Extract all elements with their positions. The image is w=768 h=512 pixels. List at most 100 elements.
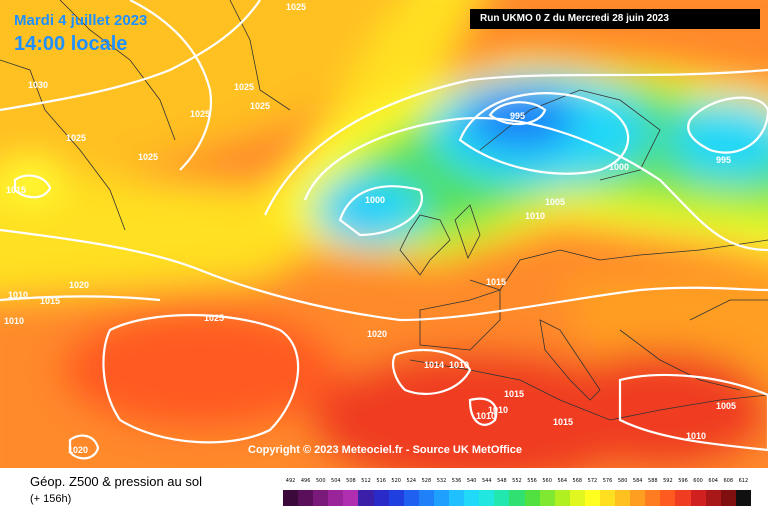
forecast-date: Mardi 4 juillet 2023 <box>14 12 148 29</box>
legend-value: 500 <box>315 478 326 484</box>
legend-swatch <box>690 490 706 506</box>
legend-swatch <box>539 490 555 506</box>
isobar-label: 1020 <box>68 445 89 455</box>
isobar-label: 1010 <box>488 405 509 415</box>
isobar-label: 1010 <box>4 316 25 326</box>
forecast-lead-time: (+ 156h) <box>30 493 72 505</box>
isobar-label: 1000 <box>365 195 386 205</box>
isobar-label: 1010 <box>525 211 546 221</box>
legend-value: 528 <box>421 478 432 484</box>
legend-value: 520 <box>391 478 401 484</box>
legend-swatch <box>418 490 434 506</box>
legend-swatch <box>599 490 616 506</box>
legend-value: 548 <box>497 478 507 484</box>
copyright-notice: Copyright © 2023 Meteociel.fr - Source U… <box>248 444 522 456</box>
isobar-label: 1005 <box>545 197 566 207</box>
isobar-label: 1020 <box>367 329 388 339</box>
isobar-label: 1010 <box>8 290 29 300</box>
legend-value: 608 <box>723 478 734 484</box>
isobars <box>0 0 768 458</box>
isobar-label: 1025 <box>204 313 225 323</box>
legend-value: 540 <box>466 478 477 484</box>
legend-swatch <box>494 490 510 506</box>
legend-swatch <box>720 490 736 506</box>
isobar-label: 1000 <box>609 162 630 172</box>
isobar-label: 1025 <box>190 109 211 119</box>
run-info: Run UKMO 0 Z du Mercredi 28 juin 2023 <box>470 9 760 29</box>
legend-value: 544 <box>481 478 492 484</box>
legend-value: 552 <box>512 478 522 484</box>
isobar-label: 1025 <box>234 82 255 92</box>
legend-swatch <box>630 490 646 506</box>
legend-swatch <box>433 490 450 506</box>
legend-value: 588 <box>648 478 658 484</box>
isobar-label: 1015 <box>486 277 507 287</box>
legend-value: 596 <box>678 478 688 484</box>
isobar-label: 1014 <box>424 360 445 370</box>
legend-value: 564 <box>557 478 567 484</box>
legend-swatch <box>479 490 495 506</box>
legend-value: 504 <box>331 478 341 484</box>
legend-swatch <box>343 490 359 506</box>
isobar-label: 1025 <box>138 152 159 162</box>
geopotential-field <box>0 0 768 468</box>
legend-value: 532 <box>436 478 447 484</box>
forecast-map <box>0 0 768 468</box>
legend-labels: 492 496 500 504 508 512 516 520 524 528 532 536 540 5… <box>283 478 751 488</box>
isobar-label: 1015 <box>553 417 574 427</box>
isobar-label: 995 <box>510 111 526 121</box>
legend-swatch <box>615 490 631 506</box>
legend-value: 612 <box>738 478 749 484</box>
legend-value: 492 <box>285 478 296 484</box>
isobar-label: 1010 <box>686 431 707 441</box>
coastlines <box>0 0 768 421</box>
legend-value: 592 <box>663 478 673 484</box>
legend-value: 572 <box>587 478 598 484</box>
isobar-label: 1005 <box>716 401 737 411</box>
legend-value: 600 <box>693 478 703 484</box>
legend-value: 604 <box>708 478 718 484</box>
legend-value: 536 <box>451 478 462 484</box>
product-title: Géop. Z500 & pression au sol <box>30 474 202 489</box>
legend-swatch <box>660 490 676 506</box>
footer-bar: Géop. Z500 & pression au sol (+ 156h) 49… <box>0 468 768 512</box>
isobar-label: 1015 <box>504 389 525 399</box>
isobar-label: 995 <box>716 155 732 165</box>
legend-swatches <box>283 490 751 506</box>
legend-value: 516 <box>376 478 386 484</box>
legend-value: 576 <box>602 478 613 484</box>
legend-swatch <box>388 490 404 506</box>
legend-swatch <box>524 490 540 506</box>
legend-value: 560 <box>542 478 552 484</box>
legend-swatch <box>464 490 480 506</box>
isobar-label: 1015 <box>40 296 61 306</box>
isobar-label: 1025 <box>286 2 307 12</box>
legend-swatch <box>298 490 314 506</box>
legend-swatch <box>509 490 525 506</box>
legend-swatch <box>283 490 299 506</box>
legend-value: 580 <box>617 478 628 484</box>
legend-swatch <box>735 490 751 506</box>
legend-swatch <box>675 490 691 506</box>
legend-swatch <box>313 490 329 506</box>
legend-value: 556 <box>527 478 537 484</box>
isobar-label: 1030 <box>28 80 49 90</box>
legend-swatch <box>645 490 661 506</box>
isobar-label: 1010 <box>476 411 497 421</box>
legend-value: 508 <box>346 478 356 484</box>
isobar-label: 1015 <box>6 185 27 195</box>
legend-swatch <box>403 490 419 506</box>
legend-swatch <box>328 490 344 506</box>
isobar-label: 1025 <box>250 101 271 111</box>
color-scale-legend: 492 496 500 504 508 512 516 520 524 528 532 536 540 5… <box>283 478 751 508</box>
isobar-label: 1020 <box>69 280 90 290</box>
legend-swatch <box>569 490 585 506</box>
legend-value: 496 <box>300 478 311 484</box>
legend-value: 512 <box>361 478 371 484</box>
legend-value: 568 <box>572 478 583 484</box>
legend-swatch <box>705 490 721 506</box>
isobar-label: 1025 <box>66 133 87 143</box>
legend-value: 524 <box>406 478 417 484</box>
forecast-time: 14:00 locale <box>14 33 128 55</box>
